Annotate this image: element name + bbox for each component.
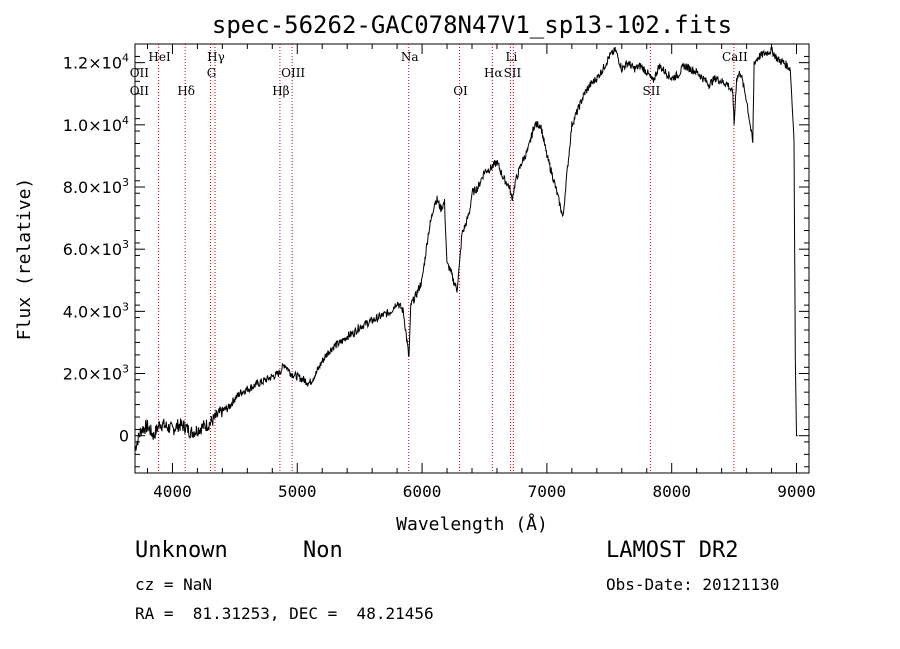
y-tick-label: 4.0×103: [63, 300, 129, 321]
spectral-line-label: Hβ: [272, 84, 289, 98]
plot-frame: [134, 43, 810, 474]
spectral-line-label: Hα: [484, 66, 503, 80]
observation-date: Obs-Date: 20121130: [606, 575, 780, 594]
spectral-line-label: OII: [130, 66, 150, 80]
spectral-line-label: Hγ: [207, 50, 225, 64]
object-name: Unknown: [135, 538, 228, 563]
y-axis-label: Flux (relative): [14, 178, 35, 341]
spectral-line-label: SII: [643, 84, 661, 98]
spectral-line-label: OIII: [281, 66, 305, 80]
x-axis-ticks: 4000 5000 6000 7000 8000 9000: [146, 44, 816, 501]
x-tick-label: 5000: [278, 482, 317, 501]
spectral-line-label: Li: [506, 50, 518, 64]
object-class: Non: [303, 538, 343, 563]
y-tick-label: 8.0×103: [63, 176, 129, 197]
ra-dec-coordinates: RA = 81.31253, DEC = 48.21456: [135, 604, 434, 623]
spectral-line-label: OII: [130, 84, 150, 98]
y-tick-label: 2.0×103: [63, 363, 129, 384]
line-markers: [158, 44, 735, 473]
survey-name: LAMOST DR2: [606, 538, 739, 563]
y-axis-ticks: 0 2.0×103 4.0×103 6.0×103 8.0×103 1.0×104 1.2×…: [63, 43, 809, 468]
x-tick-label: 8000: [652, 482, 691, 501]
chart-title: spec-56262-GAC078N47V1_sp13-102.fits: [212, 11, 732, 39]
y-tick-label: 1.0×104: [63, 114, 129, 135]
x-tick-label: 4000: [153, 482, 192, 501]
spectrum-line: [134, 46, 798, 451]
x-tick-label: 6000: [403, 482, 442, 501]
spectral-line-label: CaII: [722, 50, 748, 64]
y-tick-label: 0: [119, 427, 129, 446]
x-axis-label: Wavelength (Å): [396, 513, 548, 535]
y-tick-label: 6.0×103: [63, 238, 129, 259]
x-tick-label: 9000: [777, 482, 816, 501]
spectral-line-label: G: [207, 66, 217, 80]
spectral-line-label: Hδ: [177, 84, 195, 98]
y-tick-label: 1.2×104: [63, 52, 129, 73]
x-tick-label: 7000: [528, 482, 567, 501]
spectral-line-label: Na: [401, 50, 419, 64]
spectral-line-label: SII: [504, 66, 522, 80]
redshift-cz: cz = NaN: [135, 575, 213, 594]
spectral-line-label: OI: [453, 84, 468, 98]
spectral-line-label: HeI: [148, 50, 171, 64]
